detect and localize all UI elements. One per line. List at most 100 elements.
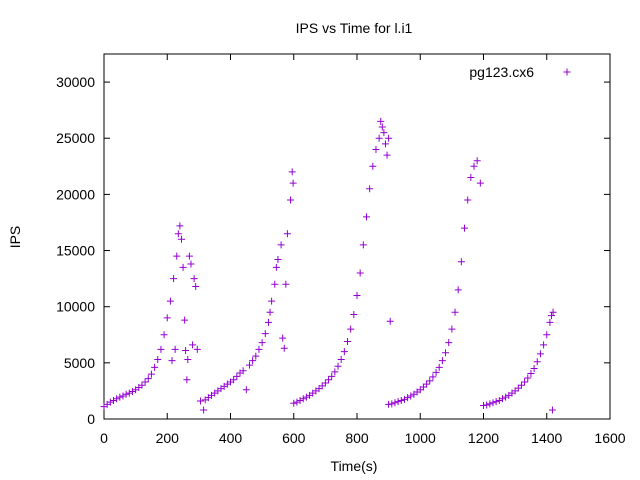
- x-tick-label: 1000: [405, 430, 436, 446]
- data-point: [128, 387, 136, 395]
- data-point: [375, 134, 383, 142]
- data-point: [174, 230, 182, 238]
- data-point: [252, 352, 260, 360]
- data-point: [359, 241, 367, 249]
- data-point: [549, 308, 557, 316]
- data-point: [168, 357, 176, 365]
- data-point: [184, 355, 192, 363]
- y-tick-label: 10000: [56, 299, 95, 315]
- x-tick-label: 400: [219, 430, 243, 446]
- data-point: [280, 344, 288, 352]
- data-point: [383, 151, 391, 159]
- data-point: [397, 396, 405, 404]
- data-point: [385, 134, 393, 142]
- data-point: [448, 325, 456, 333]
- data-point: [255, 345, 263, 353]
- x-tick-label: 200: [156, 430, 180, 446]
- data-point: [502, 393, 510, 401]
- data-point: [378, 123, 386, 131]
- data-point: [147, 370, 155, 378]
- data-point: [122, 390, 130, 398]
- data-point: [380, 129, 388, 137]
- data-points: [100, 117, 557, 414]
- data-point: [495, 396, 503, 404]
- data-point: [391, 399, 399, 407]
- data-point: [451, 308, 459, 316]
- legend-label: pg123.cx6: [469, 64, 534, 80]
- data-point: [321, 379, 329, 387]
- data-point: [426, 377, 434, 385]
- data-point: [530, 364, 538, 372]
- x-tick-label: 1200: [468, 430, 499, 446]
- data-point: [394, 398, 402, 406]
- data-point: [325, 376, 333, 384]
- data-point: [442, 349, 450, 357]
- data-point: [381, 140, 389, 148]
- data-point: [138, 381, 146, 389]
- y-tick-label: 15000: [56, 243, 95, 259]
- data-point: [486, 400, 494, 408]
- data-point: [540, 341, 548, 349]
- data-point: [239, 367, 247, 375]
- data-point: [166, 297, 174, 305]
- data-point: [467, 174, 475, 182]
- data-point: [480, 402, 487, 410]
- y-tick-label: 30000: [56, 74, 95, 90]
- y-tick-label: 20000: [56, 186, 95, 202]
- data-point: [548, 406, 556, 414]
- data-point: [245, 361, 253, 369]
- data-point: [157, 345, 165, 353]
- data-point: [454, 286, 462, 294]
- data-point: [233, 372, 241, 380]
- data-point: [268, 297, 276, 305]
- data-point: [181, 316, 189, 324]
- data-point: [521, 378, 529, 386]
- data-point: [249, 357, 257, 365]
- data-point: [296, 396, 304, 404]
- y-axis-label: IPS: [7, 226, 23, 249]
- x-axis: 0 200 400 600 800 1000 1200 1400 1600: [100, 54, 626, 446]
- data-point: [277, 241, 285, 249]
- data-point: [473, 157, 481, 165]
- data-point: [435, 363, 443, 371]
- data-point: [461, 224, 469, 232]
- data-point: [372, 145, 380, 153]
- y-tick-label: 25000: [56, 130, 95, 146]
- data-point: [144, 375, 152, 383]
- data-point: [362, 213, 370, 221]
- data-point: [173, 252, 181, 260]
- data-point: [163, 314, 171, 322]
- data-point: [279, 334, 287, 342]
- data-point: [266, 308, 274, 316]
- data-point: [283, 230, 291, 238]
- legend: pg123.cx6: [469, 64, 571, 80]
- data-point: [344, 338, 352, 346]
- data-point: [113, 395, 121, 403]
- data-point: [185, 252, 193, 260]
- data-point: [328, 372, 336, 380]
- x-tick-label: 1600: [594, 430, 625, 446]
- data-point: [119, 392, 127, 400]
- data-point: [347, 325, 355, 333]
- data-point: [432, 368, 440, 376]
- data-point: [190, 275, 198, 283]
- data-point: [337, 355, 345, 363]
- data-point: [407, 392, 415, 400]
- data-point: [160, 331, 168, 339]
- data-point: [154, 355, 162, 363]
- data-point: [385, 400, 393, 408]
- data-point: [388, 400, 396, 408]
- legend-marker: [563, 68, 571, 76]
- data-point: [282, 280, 290, 288]
- data-point: [116, 393, 124, 401]
- data-point: [498, 395, 506, 403]
- data-point: [287, 196, 295, 204]
- data-point: [106, 398, 114, 406]
- x-tick-label: 0: [100, 430, 108, 446]
- data-point: [476, 179, 484, 187]
- data-point: [533, 358, 541, 366]
- data-point: [536, 350, 544, 358]
- data-point: [200, 406, 208, 414]
- data-point: [261, 330, 269, 338]
